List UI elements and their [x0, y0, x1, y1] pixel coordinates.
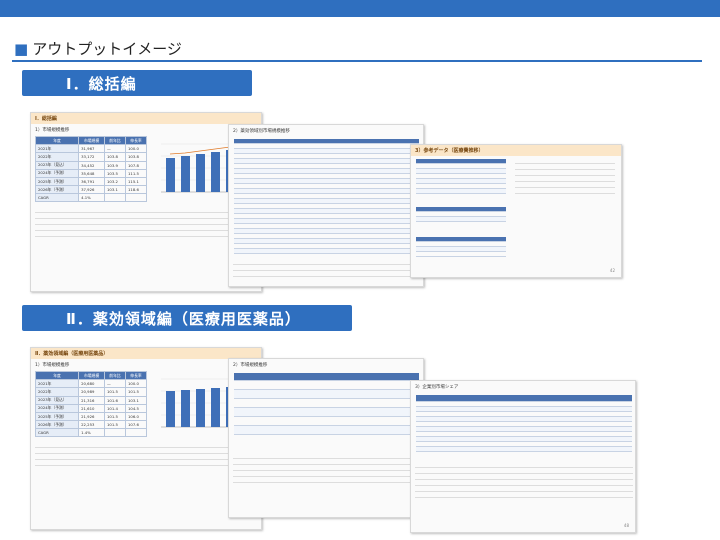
reference-table — [416, 207, 506, 222]
segment-table — [234, 139, 419, 254]
table-row: 2024年（予測） 21,610 101.4 104.5 — [34, 403, 148, 413]
market-size-table: 年度 市場規模 前年比 伸長率 2021年 20,680—100.0 2022年 2… — [34, 370, 148, 437]
therapeutic-trend-panel: 2）市場規模推移 — [228, 358, 424, 518]
panel-subtitle: 1）市場規模推移 — [35, 363, 70, 368]
table-row: 2024年（予測） 35,648 103.5 111.5 — [34, 168, 148, 178]
panel-notes — [31, 208, 261, 237]
table-row: CAGR 1.4% — [34, 428, 148, 437]
chart-bar — [166, 158, 175, 192]
table-header: 市場規模 — [78, 135, 105, 146]
table-row: 2023年（見込） 21,316 101.6 103.1 — [34, 395, 148, 405]
table-row: 2021年 20,680—100.0 — [34, 379, 148, 389]
reference-table — [416, 237, 506, 257]
reference-data-panel: 3）参考データ（医療費推移） 42 — [410, 144, 622, 278]
table-header: 前年比 — [103, 135, 126, 146]
chart-bar — [196, 154, 205, 192]
panel-notes — [31, 443, 261, 466]
summary-market-panel: Ⅰ．総括編 1）市場規模推移 年度 市場規模 前年比 伸長率 2021年 31,9… — [30, 112, 262, 292]
panel-caption: 2）薬効領域別市場規模推移 — [233, 129, 290, 134]
section-banner-therapeutic: Ⅱ．薬効領域編（医療用医薬品） — [22, 305, 352, 331]
panel-subtitle: 1）市場規模推移 — [35, 128, 70, 133]
table-row: 2026年（予測） 37,926 103.1 118.6 — [34, 185, 148, 195]
panel-title: Ⅰ．総括編 — [31, 113, 261, 124]
table-header: 伸長率 — [124, 135, 148, 146]
panel-caption: 3）企業別市場シェア — [415, 385, 459, 390]
section-banner-label: Ⅰ．総括編 — [66, 74, 137, 93]
chart-bar — [211, 388, 220, 427]
heading-underline — [12, 60, 702, 62]
panel-notes — [411, 463, 635, 499]
company-share-panel: 3）企業別市場シェア 48 — [410, 380, 636, 533]
table-row: 2022年 20,989 101.5 101.5 — [34, 387, 148, 397]
section-banner-label: Ⅱ．薬効領域編（医療用医薬品） — [66, 309, 301, 328]
market-size-table: 年度 市場規模 前年比 伸長率 2021年 31,967—100.0 2022年 3… — [34, 135, 148, 202]
table-header: 年度 — [34, 135, 80, 146]
segment-market-panel: 2）薬効領域別市場規模推移 — [228, 124, 424, 287]
chart-bar — [211, 152, 220, 192]
table-row: 2022年 33,172 103.8 103.8 — [34, 152, 148, 162]
chart-bar — [166, 391, 175, 427]
reference-table — [416, 159, 506, 194]
table-row: 2026年（予測） 22,253 101.5 107.6 — [34, 420, 148, 430]
top-color-bar — [0, 0, 720, 17]
page-heading: ■ アウトプットイメージ — [14, 38, 182, 59]
table-header: 市場規模 — [78, 370, 105, 381]
table-header: 前年比 — [103, 370, 126, 381]
page-number: 42 — [609, 268, 615, 273]
section-banner-summary: Ⅰ．総括編 — [22, 70, 252, 96]
panel-notes — [229, 454, 423, 484]
panel-caption: 2）市場規模推移 — [233, 363, 268, 368]
square-bullet-icon: ■ — [14, 40, 29, 58]
page-number: 48 — [623, 523, 629, 528]
table-row: 2025年（予測） 21,926 101.5 106.0 — [34, 411, 148, 422]
panel-title: Ⅱ．薬効領域編（医療用医薬品） — [31, 348, 261, 359]
therapeutic-market-panel: Ⅱ．薬効領域編（医療用医薬品） 1）市場規模推移 年度 市場規模 前年比 伸長率… — [30, 347, 262, 530]
chart-bar — [196, 389, 205, 427]
panel-caption: 3）参考データ（医療費推移） — [411, 145, 621, 156]
page-title: アウトプットイメージ — [32, 40, 182, 58]
chart-bar — [181, 390, 190, 427]
chart-bar — [181, 156, 190, 192]
table-header: 伸長率 — [124, 370, 148, 381]
table-header: 年度 — [34, 370, 80, 381]
panel-notes — [229, 260, 423, 278]
table-row: CAGR 4.1% — [34, 193, 148, 202]
table-row: 2023年（見込） 34,452 103.9 107.8 — [34, 160, 148, 170]
share-table — [416, 395, 632, 452]
trend-table — [234, 373, 419, 435]
table-row: 2021年 31,967—100.0 — [34, 144, 148, 154]
table-row: 2025年（予測） 36,791 103.2 115.1 — [34, 176, 148, 187]
panel-notes — [511, 159, 619, 195]
